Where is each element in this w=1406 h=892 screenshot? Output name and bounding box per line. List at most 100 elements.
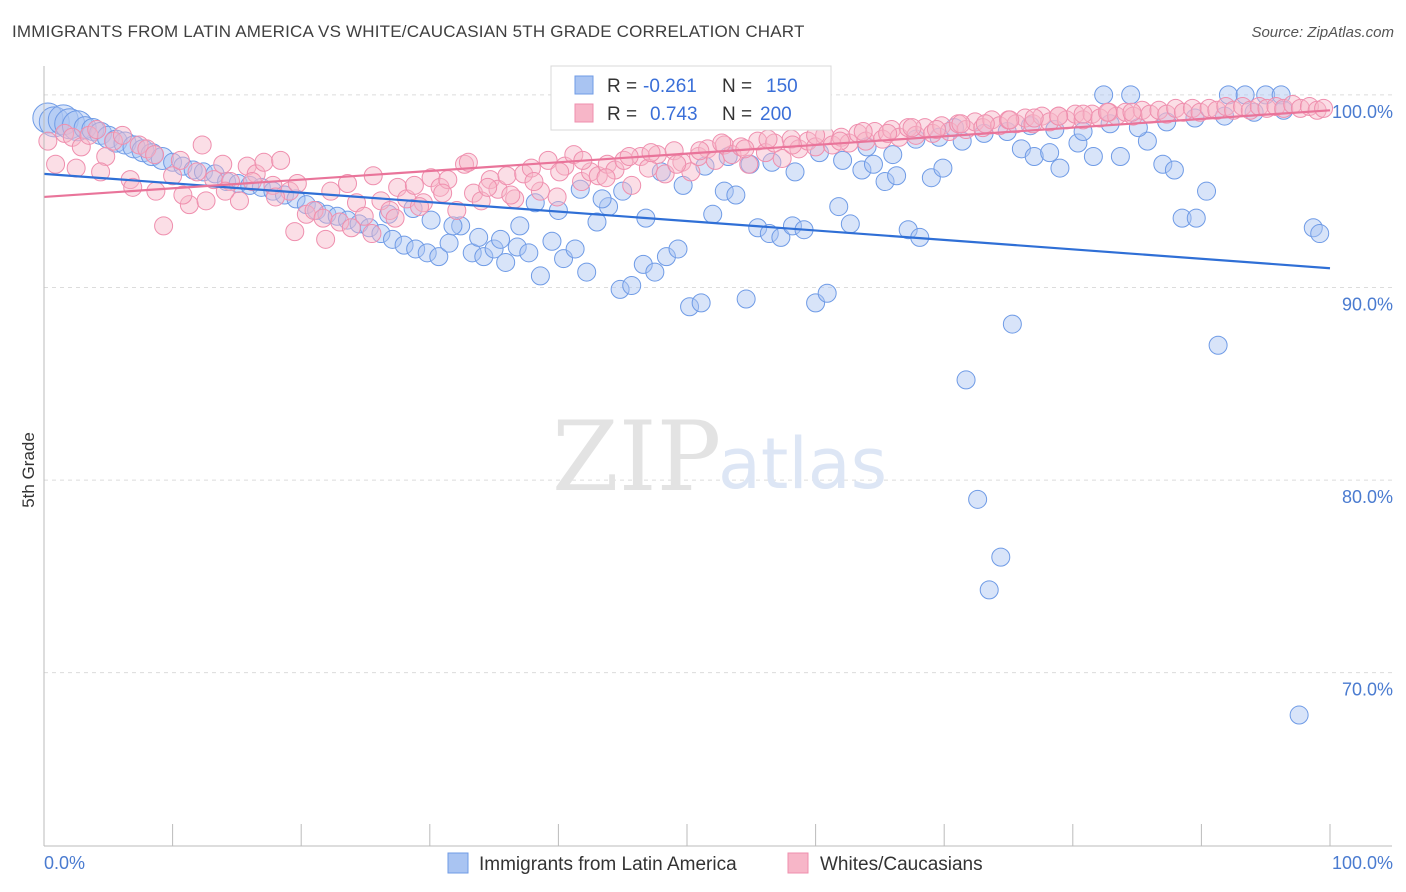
- latin-america-point: [968, 489, 988, 509]
- whites-point: [975, 114, 995, 134]
- latin-america-point: [1024, 147, 1044, 167]
- latin-america-point: [829, 197, 849, 217]
- latin-america-point: [406, 239, 426, 259]
- series-legend-swatch: [787, 852, 809, 874]
- whites-point: [330, 212, 350, 232]
- whites-point: [154, 216, 174, 236]
- whites-point: [881, 120, 901, 140]
- whites-point: [137, 139, 157, 159]
- latin-america-point: [1235, 85, 1255, 105]
- whites-point: [638, 158, 658, 178]
- whites-point: [464, 183, 484, 203]
- latin-america-point: [680, 297, 700, 317]
- latin-america-point: [979, 580, 999, 600]
- series-legend-item-latin-america[interactable]: Immigrants from Latin America: [447, 852, 737, 875]
- latin-america-point: [782, 216, 802, 236]
- latin-america-point: [883, 145, 903, 165]
- y-axis-title: 5th Grade: [19, 432, 38, 508]
- y-tick-labels: 100.0% 90.0% 80.0% 70.0%: [1332, 102, 1393, 700]
- axes: [43, 66, 1392, 847]
- whites-point: [313, 208, 333, 228]
- whites-point: [196, 191, 216, 211]
- whites-point: [1065, 104, 1085, 124]
- stats-legend: R = -0.261 N = 150 R = 0.743 N = 200: [550, 65, 832, 131]
- latin-america-point: [1068, 133, 1088, 153]
- latin-america-point: [451, 216, 471, 236]
- whites-point: [1049, 106, 1069, 126]
- whites-point: [690, 141, 710, 161]
- latin-america-point: [1218, 85, 1238, 105]
- whites-point: [547, 187, 567, 207]
- whites-point: [87, 120, 107, 140]
- latin-america-point: [833, 150, 853, 170]
- latin-america-point: [1137, 131, 1157, 151]
- whites-point: [170, 150, 190, 170]
- latin-america-point: [898, 220, 918, 240]
- whites-point: [853, 121, 873, 141]
- latin-america-point: [875, 172, 895, 192]
- whites-point: [524, 172, 544, 192]
- latin-america-point: [296, 195, 316, 215]
- latin-america-point: [852, 160, 872, 180]
- source-credit: Source: ZipAtlas.com: [1251, 24, 1394, 41]
- whites-point: [1314, 98, 1334, 118]
- whites-point: [932, 116, 952, 136]
- whites-point: [1032, 106, 1052, 126]
- latin-america-point: [496, 252, 516, 272]
- latin-america-point: [193, 162, 213, 182]
- latin-america-point: [1002, 314, 1022, 334]
- latin-america-point: [592, 189, 612, 209]
- stats-legend-row-1: R = -0.261 N = 150: [574, 75, 798, 97]
- whites-point: [782, 135, 802, 155]
- whites-point: [989, 116, 1009, 136]
- latin-america-point: [1310, 224, 1330, 244]
- y-tick-label: 80.0%: [1342, 487, 1393, 507]
- latin-america-point: [469, 227, 489, 247]
- latin-america-point: [736, 289, 756, 309]
- latin-america-point: [610, 279, 630, 299]
- latin-america-point: [383, 229, 403, 249]
- x-tick-label: 100.0%: [1332, 853, 1393, 873]
- whites-point: [433, 183, 453, 203]
- whites-point: [1024, 108, 1044, 128]
- whites-point: [758, 129, 778, 149]
- whites-point: [103, 131, 123, 151]
- latin-america-point: [1110, 147, 1130, 167]
- latin-america-point: [668, 239, 688, 259]
- whites-point: [530, 181, 550, 201]
- latin-america-point: [726, 185, 746, 205]
- whites-point: [622, 175, 642, 195]
- whites-point: [1266, 96, 1286, 116]
- stats-r-label: R =: [607, 76, 637, 97]
- chart-title: IMMIGRANTS FROM LATIN AMERICA VS WHITE/C…: [12, 22, 805, 41]
- series-legend-item-whites[interactable]: Whites/Caucasians: [787, 852, 983, 875]
- latin-america-point: [817, 283, 837, 303]
- whites-point: [478, 177, 498, 197]
- x-tick-labels: 0.0% 100.0%: [44, 853, 1393, 873]
- whites-point: [596, 168, 616, 188]
- whites-point: [830, 131, 850, 151]
- whites-point: [38, 131, 58, 151]
- latin-america-point: [1197, 181, 1217, 201]
- whites-point: [71, 137, 91, 157]
- whites-point: [501, 185, 521, 205]
- latin-america-point: [1094, 85, 1114, 105]
- latin-america-point: [38, 106, 70, 138]
- whites-point: [213, 154, 233, 174]
- latin-america-point: [542, 231, 562, 251]
- whites-point: [265, 187, 285, 207]
- latin-america-point: [1289, 705, 1309, 725]
- stats-r-value: 0.743: [650, 104, 698, 125]
- whites-point: [287, 173, 307, 193]
- latin-america-point: [762, 152, 782, 172]
- x-tick-label: 0.0%: [44, 853, 85, 873]
- latin-america-point: [417, 243, 437, 263]
- latin-america-point: [421, 210, 441, 230]
- whites-point: [146, 181, 166, 201]
- stats-legend-box: [550, 65, 832, 131]
- latin-america-point: [491, 229, 511, 249]
- whites-point: [337, 173, 357, 193]
- latin-america-point: [840, 214, 860, 234]
- latin-america-point: [403, 199, 423, 219]
